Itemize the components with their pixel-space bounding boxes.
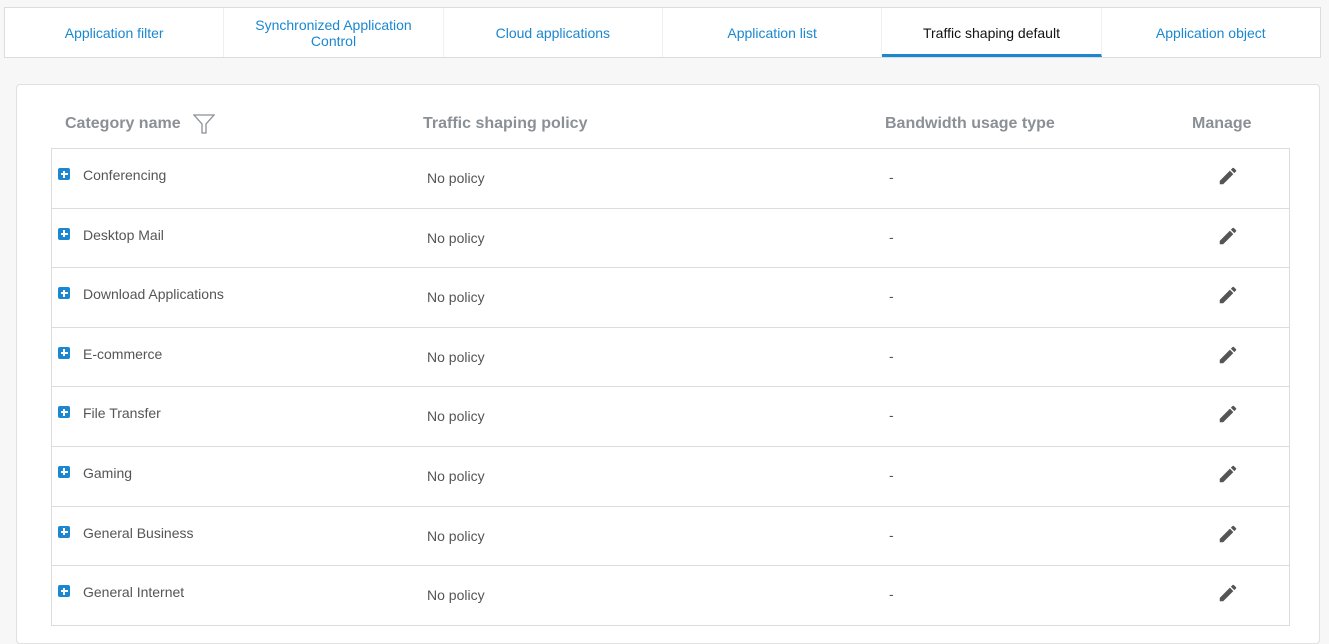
header-bandwidth: Bandwidth usage type — [885, 115, 1055, 132]
expand-plus-icon[interactable] — [58, 585, 70, 598]
tab-bar: Application filter Synchronized Applicati… — [4, 7, 1321, 58]
expand-plus-icon[interactable] — [58, 406, 70, 419]
edit-pencil-icon[interactable] — [1217, 165, 1239, 187]
category-name: General Internet — [83, 584, 185, 601]
header-policy: Traffic shaping policy — [423, 115, 588, 132]
policy-value: No policy — [427, 229, 485, 246]
table-row: Desktop Mail No policy - — [52, 209, 1289, 269]
edit-pencil-icon[interactable] — [1217, 582, 1239, 604]
expand-plus-icon[interactable] — [58, 465, 70, 478]
policy-value: No policy — [427, 587, 485, 604]
policy-value: No policy — [427, 408, 485, 425]
category-name: Gaming — [83, 464, 133, 481]
table-row: General Business No policy - — [52, 507, 1289, 567]
table-row: Download Applications No policy - — [52, 268, 1289, 328]
policy-value: No policy — [427, 170, 485, 186]
bandwidth-value: - — [889, 288, 894, 305]
filter-icon[interactable] — [192, 114, 216, 134]
policy-value: No policy — [427, 289, 485, 306]
bandwidth-value: - — [889, 526, 894, 543]
category-name: Download Applications — [83, 286, 224, 303]
tab-application-object[interactable]: Application object — [1155, 24, 1266, 41]
table-row: E-commerce No policy - — [52, 328, 1289, 388]
category-name: Conferencing — [83, 167, 167, 183]
category-table: Conferencing No policy - Desktop Mail No… — [51, 148, 1290, 626]
category-name: File Transfer — [83, 405, 161, 422]
tab-traffic-shaping-default[interactable]: Traffic shaping default — [882, 8, 1102, 57]
table-card — [16, 84, 1320, 644]
bandwidth-value: - — [889, 407, 894, 424]
policy-value: No policy — [427, 527, 485, 544]
bandwidth-value: - — [889, 466, 894, 483]
policy-value: No policy — [427, 348, 485, 365]
policy-value: No policy — [427, 467, 485, 484]
tab-cloud-applications[interactable]: Cloud applications — [444, 8, 663, 57]
bandwidth-value: - — [889, 169, 894, 185]
edit-pencil-icon[interactable] — [1217, 523, 1239, 545]
header-category-label: Category name — [65, 115, 181, 132]
edit-pencil-icon[interactable] — [1217, 284, 1239, 306]
category-name: General Business — [83, 524, 194, 541]
table-row: File Transfer No policy - — [52, 387, 1289, 447]
expand-plus-icon[interactable] — [58, 168, 70, 180]
header-manage: Manage — [1192, 115, 1252, 132]
table-row: General Internet No policy - — [52, 566, 1289, 626]
expand-plus-icon[interactable] — [58, 287, 70, 300]
tab-application-list[interactable]: Application list — [663, 8, 883, 57]
bandwidth-value: - — [889, 586, 894, 603]
expand-plus-icon[interactable] — [58, 525, 70, 538]
expand-plus-icon[interactable] — [58, 346, 70, 359]
table-row: Conferencing No policy - — [52, 149, 1289, 209]
edit-pencil-icon[interactable] — [1217, 463, 1239, 485]
edit-pencil-icon[interactable] — [1217, 344, 1239, 366]
header-category: Category name — [65, 114, 216, 134]
edit-pencil-icon[interactable] — [1217, 403, 1239, 425]
tab-application-filter[interactable]: Application filter — [5, 8, 225, 57]
bandwidth-value: - — [889, 347, 894, 364]
category-name: E-commerce — [83, 345, 163, 362]
table-row: Gaming No policy - — [52, 447, 1289, 507]
expand-plus-icon[interactable] — [58, 227, 70, 240]
bandwidth-value: - — [889, 228, 894, 245]
category-name: Desktop Mail — [83, 226, 164, 243]
tab-synchronized-application-control[interactable]: Synchronized Application Control — [224, 8, 444, 57]
edit-pencil-icon[interactable] — [1217, 225, 1239, 247]
